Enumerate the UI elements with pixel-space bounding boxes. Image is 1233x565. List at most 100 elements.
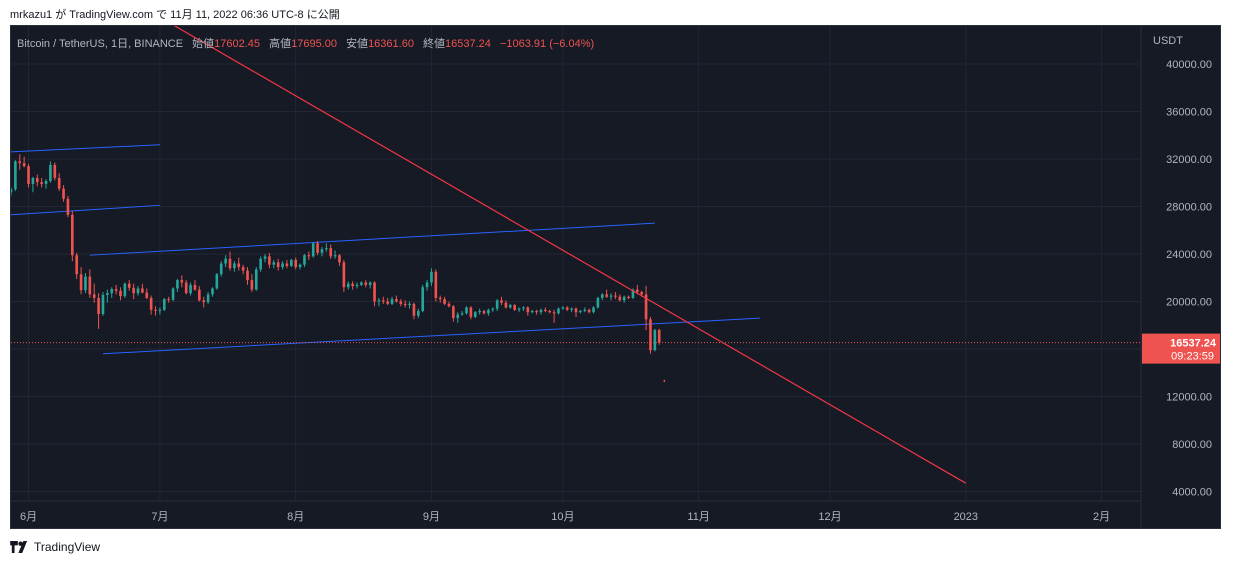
candle-body [18, 161, 22, 164]
candle-body [40, 182, 43, 184]
candle-body [285, 263, 289, 266]
candle-body [535, 311, 538, 313]
candle-body [272, 262, 276, 265]
candle-body [127, 283, 131, 288]
candle-body [114, 289, 118, 291]
candle-body [360, 282, 363, 285]
low-label: 安値 [346, 38, 369, 50]
candle-body [592, 307, 595, 313]
footer-brand: TradingView [34, 540, 101, 554]
candle-body [552, 312, 556, 314]
candle-body [399, 301, 403, 304]
publish-info: mrkazu1 が TradingView.com で 11月 11, 2022… [10, 9, 340, 21]
candle-body [193, 284, 197, 290]
candle-body [145, 292, 149, 298]
candle-body [211, 288, 214, 295]
candle-body [176, 280, 179, 289]
candle-body [35, 178, 39, 183]
tradingview-logo-icon [10, 541, 28, 553]
candle-body [219, 263, 223, 275]
candle-body [254, 269, 258, 290]
candle-body [14, 161, 17, 190]
candlestick-chart[interactable]: 4000.008000.0012000.0016000.0020000.0024… [11, 26, 1220, 528]
candle-body [97, 297, 100, 314]
candle-body [631, 289, 635, 298]
candle-body [316, 243, 319, 253]
candle-body [154, 309, 157, 311]
candle-body [517, 308, 521, 310]
candle-body [649, 319, 652, 351]
candle-body [368, 282, 372, 285]
y-tick-label: 4000.00 [1172, 487, 1212, 499]
y-tick-label: 40000.00 [1166, 59, 1212, 71]
candle-body [544, 309, 547, 311]
candle-body [228, 258, 232, 269]
candle-body [417, 311, 420, 316]
high-label: 高値 [269, 38, 292, 50]
y-tick-label: 36000.00 [1166, 107, 1212, 119]
candle-body [574, 308, 578, 313]
y-tick-label: 20000.00 [1166, 297, 1212, 309]
candle-body [276, 262, 280, 268]
candle-body [495, 300, 499, 309]
candle-body [600, 294, 604, 298]
candle-body [101, 294, 105, 314]
candle-body [198, 289, 201, 301]
price-box [1142, 333, 1220, 364]
candle-body [62, 188, 65, 199]
x-tick-label: 6月 [20, 511, 37, 523]
candle-body [241, 267, 245, 271]
candle-body [487, 309, 490, 314]
candle-body [579, 311, 582, 313]
channel-line [11, 144, 160, 153]
candle-body [460, 313, 464, 315]
channel-line [89, 222, 655, 256]
candle-body [110, 289, 114, 294]
symbol-label[interactable]: Bitcoin / TetherUS, 1日, BINANCE [17, 38, 184, 50]
candle-body [132, 287, 135, 294]
candle-body [289, 259, 293, 266]
candle-body [412, 303, 416, 316]
candle-body [333, 255, 337, 257]
candle-body [390, 299, 394, 304]
close-label: 終値 [423, 38, 446, 50]
candle-body [206, 294, 210, 303]
trendline [173, 26, 967, 484]
x-tick-label: 10月 [551, 511, 574, 523]
candle-body [307, 255, 311, 257]
candle-body [614, 295, 617, 297]
close-value: 16537.24 [445, 38, 491, 50]
candle-body [84, 276, 87, 291]
candle-body [644, 294, 648, 320]
candle-body [403, 303, 407, 306]
candle-body [447, 303, 451, 307]
candle-body [526, 307, 530, 313]
candle-body [123, 283, 127, 297]
candle-body [311, 243, 315, 257]
candle-body [263, 256, 267, 259]
candle-body [351, 283, 354, 287]
candle-body [500, 300, 503, 303]
candle-body [565, 307, 569, 310]
price-box-price: 16537.24 [1170, 338, 1217, 350]
candle-body [377, 300, 381, 302]
candle-body [373, 282, 376, 302]
candle-body [141, 288, 144, 293]
candle-body [548, 311, 552, 313]
candle-body [189, 284, 192, 294]
candle-body [281, 263, 284, 268]
candle-body [53, 164, 57, 178]
tradingview-footer[interactable]: TradingView [10, 540, 100, 554]
candle-body [342, 262, 346, 288]
candle-body [557, 308, 560, 314]
chart-frame[interactable]: 4000.008000.0012000.0016000.0020000.0024… [10, 25, 1221, 529]
candle-body [627, 296, 630, 298]
candle-body [79, 274, 83, 291]
y-tick-label: 8000.00 [1172, 439, 1212, 451]
y-tick-label: 32000.00 [1166, 154, 1212, 166]
candle-body [605, 294, 608, 297]
candle-body [583, 309, 587, 311]
candle-body [609, 295, 613, 297]
candle-body [215, 274, 219, 289]
candle-body [618, 296, 622, 301]
